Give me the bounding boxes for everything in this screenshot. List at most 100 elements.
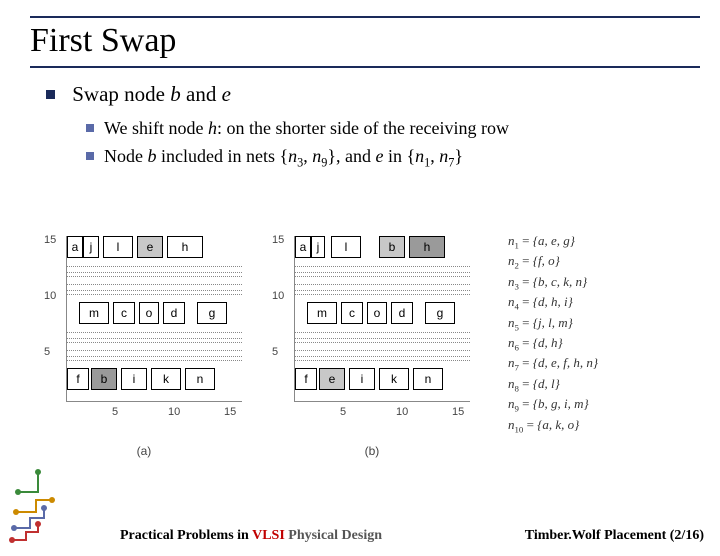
sub2-end: } xyxy=(454,146,463,166)
dash-row xyxy=(295,284,470,295)
bullet-square-icon xyxy=(46,90,55,99)
placement-cell: b xyxy=(91,368,117,390)
placement-cell: m xyxy=(307,302,337,324)
placement-cell: j xyxy=(311,236,325,258)
net-definition: n7 = {d, e, f, h, n} xyxy=(508,354,598,374)
placement-cell: n xyxy=(185,368,215,390)
net-definition: n5 = {j, l, m} xyxy=(508,314,598,334)
sub1-post: : on the shorter side of the receiving r… xyxy=(217,118,509,138)
sub2-m2: }, and xyxy=(327,146,375,166)
sub-bullets: We shift node h: on the shorter side of … xyxy=(86,115,720,172)
placement-cell: k xyxy=(379,368,409,390)
row-b-mid: mcodg xyxy=(295,302,470,324)
dash-row xyxy=(67,350,242,361)
panel-a-label: (a) xyxy=(137,444,152,458)
net-definition: n2 = {f, o} xyxy=(508,252,598,272)
placement-cell: h xyxy=(167,236,203,258)
placement-cell: l xyxy=(103,236,133,258)
placement-cell: k xyxy=(151,368,181,390)
sub-line-2: Node b included in nets {n3, n9}, and e … xyxy=(104,143,463,173)
placement-cell: g xyxy=(425,302,455,324)
page-title: First Swap xyxy=(30,22,700,60)
net-definition: n6 = {d, h} xyxy=(508,334,598,354)
sub2-e: e xyxy=(376,146,384,166)
placement-cell: d xyxy=(391,302,413,324)
ytick-10: 10 xyxy=(272,290,284,302)
dash-row xyxy=(67,266,242,277)
placement-cell: j xyxy=(83,236,99,258)
placement-cell: i xyxy=(121,368,147,390)
net-definition: n10 = {a, k, o} xyxy=(508,416,598,436)
netlist: n1 = {a, e, g}n2 = {f, o}n3 = {b, c, k, … xyxy=(508,232,598,436)
grid-a: ajleh mcodg fbikn xyxy=(66,236,242,402)
net-definition: n4 = {d, h, i} xyxy=(508,293,598,313)
main-bullet: Swap node b and e xyxy=(46,82,720,107)
sub2-pre: Node xyxy=(104,146,148,166)
sub1-pre: We shift node xyxy=(104,118,208,138)
sub2-n7: n xyxy=(439,146,448,166)
placement-cell: d xyxy=(163,302,185,324)
placement-cell: b xyxy=(379,236,405,258)
placement-cell: m xyxy=(79,302,109,324)
placement-cell: c xyxy=(113,302,135,324)
corner-decoration-icon xyxy=(8,462,94,548)
ytick-15: 15 xyxy=(272,234,284,246)
ytick-10: 10 xyxy=(44,290,56,302)
net-definition: n8 = {d, l} xyxy=(508,375,598,395)
sub2-n3: n xyxy=(288,146,297,166)
panel-a: 15 10 5 ajleh mcodg fbikn 5 10 15 (a) xyxy=(40,230,245,430)
sub2-n1: n xyxy=(415,146,424,166)
dash-row xyxy=(295,332,470,343)
panel-b-label: (b) xyxy=(365,444,380,458)
placement-cell: c xyxy=(341,302,363,324)
sub2-c2: , xyxy=(430,146,439,166)
xtick-10: 10 xyxy=(168,406,180,418)
bullet-text-mid: and xyxy=(181,82,222,106)
sub-line-1: We shift node h: on the shorter side of … xyxy=(104,115,509,143)
placement-cell: o xyxy=(367,302,387,324)
row-a-top: ajleh xyxy=(67,236,242,258)
net-definition: n9 = {b, g, i, m} xyxy=(508,395,598,415)
xtick-15: 15 xyxy=(224,406,236,418)
sub2-m3: in { xyxy=(384,146,416,166)
placement-cell: a xyxy=(295,236,311,258)
footer-left: Practical Problems in VLSI Physical Desi… xyxy=(120,528,382,544)
placement-cell: e xyxy=(137,236,163,258)
placement-cell: o xyxy=(139,302,159,324)
footer: Practical Problems in VLSI Physical Desi… xyxy=(0,528,720,544)
placement-cell: e xyxy=(319,368,345,390)
xtick-10: 10 xyxy=(396,406,408,418)
placement-cell: g xyxy=(197,302,227,324)
dash-row xyxy=(295,350,470,361)
xtick-5: 5 xyxy=(112,406,118,418)
placement-cell: a xyxy=(67,236,83,258)
dash-row xyxy=(295,266,470,277)
net-definition: n1 = {a, e, g} xyxy=(508,232,598,252)
footer-right: Timber.Wolf Placement (2/16) xyxy=(525,528,704,544)
xtick-15: 15 xyxy=(452,406,464,418)
placement-cell: f xyxy=(295,368,317,390)
row-a-mid: mcodg xyxy=(67,302,242,324)
dash-row xyxy=(67,332,242,343)
sub-bullet-square-icon xyxy=(86,152,94,160)
sub-bullet-square-icon xyxy=(86,124,94,132)
row-b-bot: feikn xyxy=(295,368,470,390)
footer-left-a: Practical Problems in xyxy=(120,528,252,543)
grid-b: ajlbh mcodg feikn xyxy=(294,236,470,402)
ytick-5: 5 xyxy=(272,346,278,358)
ytick-5: 5 xyxy=(44,346,50,358)
xtick-5: 5 xyxy=(340,406,346,418)
panel-b: 15 10 5 ajlbh mcodg feikn 5 10 15 (b) xyxy=(268,230,473,430)
sub2-b: b xyxy=(148,146,157,166)
net-definition: n3 = {b, c, k, n} xyxy=(508,273,598,293)
bullet-var-b: b xyxy=(170,82,181,106)
sub2-n9: n xyxy=(312,146,321,166)
ytick-15: 15 xyxy=(44,234,56,246)
sub2-m1: included in nets { xyxy=(157,146,289,166)
bullet-text-pre: Swap node xyxy=(72,82,170,106)
placement-cell: i xyxy=(349,368,375,390)
diagram-area: 15 10 5 ajleh mcodg fbikn 5 10 15 (a) 15… xyxy=(40,230,680,460)
sub2-c1: , xyxy=(303,146,312,166)
bullet-var-e: e xyxy=(222,82,231,106)
sub1-h: h xyxy=(208,118,217,138)
